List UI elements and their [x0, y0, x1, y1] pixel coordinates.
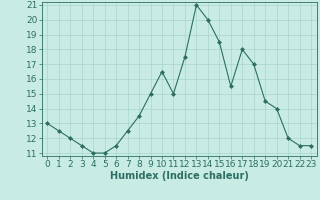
- X-axis label: Humidex (Indice chaleur): Humidex (Indice chaleur): [110, 171, 249, 181]
